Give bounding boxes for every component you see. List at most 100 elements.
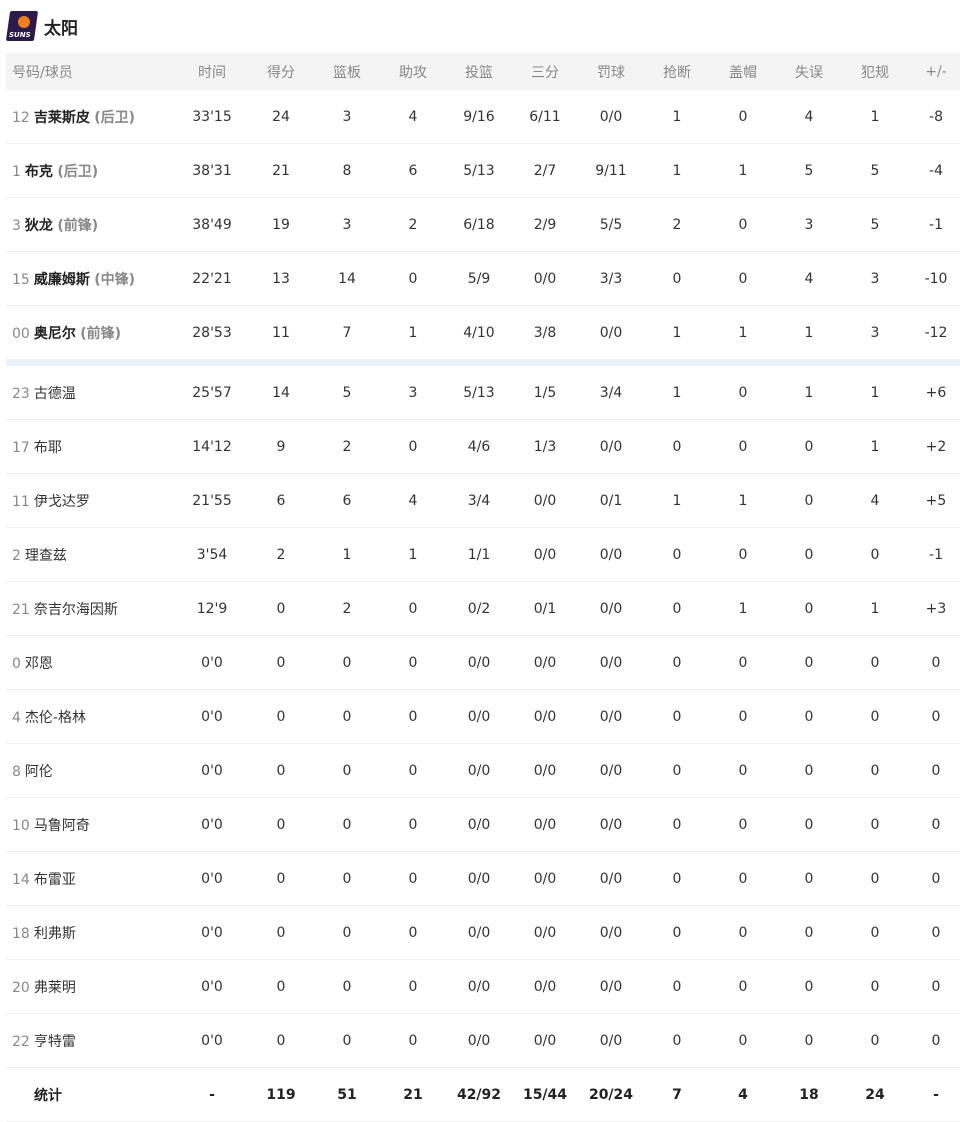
player-name[interactable]: 马鲁阿奇 [33, 817, 90, 834]
jersey-number: 0 [12, 655, 21, 672]
player-row[interactable]: 15 威廉姆斯 (中锋) 22'21 13 14 0 5/9 0/0 3/3 0 0 4 3 -10 [6, 251, 960, 306]
player-name[interactable]: 威廉姆斯 [33, 271, 90, 288]
player-row[interactable]: 17 布耶 14'12 9 2 0 4/6 1/3 0/0 0 0 0 1 +2 [6, 419, 960, 474]
jersey-number: 2 [12, 547, 21, 564]
stat-assists: 0 [380, 905, 446, 960]
stat-turnovers: 5 [776, 143, 842, 198]
stat-points: 0 [248, 797, 314, 852]
player-name[interactable]: 狄龙 [24, 217, 53, 234]
player-name[interactable]: 吉莱斯皮 [33, 109, 90, 126]
stat-rebounds: 1 [314, 527, 380, 582]
stat-blocks: 0 [710, 743, 776, 798]
stat-turnovers: 0 [776, 473, 842, 528]
player-name[interactable]: 奥尼尔 [33, 325, 76, 342]
column-header-plus-minus[interactable]: +/- [908, 53, 960, 90]
stat-three-pointers: 0/1 [512, 581, 578, 636]
stat-steals: 0 [644, 851, 710, 906]
stat-plus-minus: +3 [908, 581, 960, 636]
player-row[interactable]: 2 理查兹 3'54 2 1 1 1/1 0/0 0/0 0 0 0 0 -1 [6, 527, 960, 582]
player-name[interactable]: 古德温 [33, 385, 76, 402]
player-name[interactable]: 布耶 [33, 439, 62, 456]
player-cell: 10 马鲁阿奇 [6, 797, 176, 852]
player-row[interactable]: 11 伊戈达罗 21'55 6 6 4 3/4 0/0 0/1 1 1 0 4 +5 [6, 473, 960, 528]
stat-field-goals: 1/1 [446, 527, 512, 582]
column-header-player[interactable]: 号码/球员 [6, 53, 176, 90]
stat-assists: 0 [380, 635, 446, 690]
stat-steals: 0 [644, 905, 710, 960]
stat-fouls: 1 [842, 90, 908, 144]
stat-rebounds: 6 [314, 473, 380, 528]
player-cell: 23 古德温 [6, 366, 176, 420]
player-row[interactable]: 0 邓恩 0'0 0 0 0 0/0 0/0 0/0 0 0 0 0 0 [6, 635, 960, 690]
player-name[interactable]: 奈吉尔海因斯 [33, 601, 118, 618]
column-header-fouls[interactable]: 犯规 [842, 53, 908, 90]
column-header-field-goals[interactable]: 投篮 [446, 53, 512, 90]
column-header-blocks[interactable]: 盖帽 [710, 53, 776, 90]
stat-free-throws: 3/4 [578, 366, 644, 420]
stat-minutes: 0'0 [176, 1013, 248, 1068]
stat-fouls: 0 [842, 689, 908, 744]
player-cell: 20 弗莱明 [6, 959, 176, 1014]
stat-fouls: 0 [842, 797, 908, 852]
player-row[interactable]: 21 奈吉尔海因斯 12'9 0 2 0 0/2 0/1 0/0 0 1 0 1 +3 [6, 581, 960, 636]
stat-three-pointers: 0/0 [512, 527, 578, 582]
player-row[interactable]: 4 杰伦-格林 0'0 0 0 0 0/0 0/0 0/0 0 0 0 0 0 [6, 689, 960, 744]
stat-rebounds: 2 [314, 581, 380, 636]
stat-turnovers: 0 [776, 797, 842, 852]
player-name[interactable]: 阿伦 [24, 763, 53, 780]
player-row[interactable]: 00 奥尼尔 (前锋) 28'53 11 7 1 4/10 3/8 0/0 1 1 1 3 -12 [6, 305, 960, 360]
column-header-points[interactable]: 得分 [248, 53, 314, 90]
player-row[interactable]: 1 布克 (后卫) 38'31 21 8 6 5/13 2/7 9/11 1 1 5 5 -4 [6, 143, 960, 198]
stat-fouls: 1 [842, 366, 908, 420]
stat-steals: 0 [644, 797, 710, 852]
stat-minutes: 12'9 [176, 581, 248, 636]
player-name[interactable]: 布克 [24, 163, 53, 180]
column-header-three-pointers[interactable]: 三分 [512, 53, 578, 90]
player-name[interactable]: 弗莱明 [33, 979, 76, 996]
stat-turnovers: 0 [776, 581, 842, 636]
player-row[interactable]: 20 弗莱明 0'0 0 0 0 0/0 0/0 0/0 0 0 0 0 0 [6, 959, 960, 1014]
header-row: 号码/球员 时间 得分 篮板 助攻 投篮 三分 罚球 抢断 盖帽 失误 犯规 +/- [6, 53, 960, 90]
stat-steals: 0 [644, 581, 710, 636]
total-plus-minus: - [908, 1067, 960, 1122]
player-row[interactable]: 3 狄龙 (前锋) 38'49 19 3 2 6/18 2/9 5/5 2 0 3 5 -1 [6, 197, 960, 252]
stat-turnovers: 0 [776, 635, 842, 690]
stat-free-throws: 0/0 [578, 419, 644, 474]
player-name[interactable]: 理查兹 [24, 547, 67, 564]
column-header-free-throws[interactable]: 罚球 [578, 53, 644, 90]
stat-field-goals: 4/6 [446, 419, 512, 474]
stat-assists: 0 [380, 743, 446, 798]
player-name[interactable]: 亨特雷 [33, 1033, 76, 1050]
column-header-steals[interactable]: 抢断 [644, 53, 710, 90]
column-header-assists[interactable]: 助攻 [380, 53, 446, 90]
player-row[interactable]: 14 布雷亚 0'0 0 0 0 0/0 0/0 0/0 0 0 0 0 0 [6, 851, 960, 906]
stat-free-throws: 0/0 [578, 527, 644, 582]
player-row[interactable]: 23 古德温 25'57 14 5 3 5/13 1/5 3/4 1 0 1 1 +6 [6, 366, 960, 420]
total-assists: 21 [380, 1067, 446, 1122]
stat-three-pointers: 3/8 [512, 305, 578, 360]
column-header-rebounds[interactable]: 篮板 [314, 53, 380, 90]
column-header-turnovers[interactable]: 失误 [776, 53, 842, 90]
player-row[interactable]: 22 亨特雷 0'0 0 0 0 0/0 0/0 0/0 0 0 0 0 0 [6, 1013, 960, 1068]
stat-field-goals: 0/2 [446, 581, 512, 636]
player-name[interactable]: 杰伦-格林 [24, 709, 86, 726]
stat-points: 0 [248, 905, 314, 960]
stat-minutes: 21'55 [176, 473, 248, 528]
stat-turnovers: 3 [776, 197, 842, 252]
player-row[interactable]: 18 利弗斯 0'0 0 0 0 0/0 0/0 0/0 0 0 0 0 0 [6, 905, 960, 960]
stat-assists: 0 [380, 851, 446, 906]
stat-plus-minus: -1 [908, 197, 960, 252]
column-header-minutes[interactable]: 时间 [176, 53, 248, 90]
stat-free-throws: 0/0 [578, 905, 644, 960]
player-name[interactable]: 邓恩 [24, 655, 53, 672]
total-turnovers: 18 [776, 1067, 842, 1122]
player-name[interactable]: 伊戈达罗 [33, 493, 90, 510]
player-row[interactable]: 12 吉莱斯皮 (后卫) 33'15 24 3 4 9/16 6/11 0/0 1 0 4 1 -8 [6, 90, 960, 144]
stat-blocks: 0 [710, 1013, 776, 1068]
player-row[interactable]: 8 阿伦 0'0 0 0 0 0/0 0/0 0/0 0 0 0 0 0 [6, 743, 960, 798]
player-name[interactable]: 布雷亚 [33, 871, 76, 888]
stat-points: 0 [248, 1013, 314, 1068]
player-name[interactable]: 利弗斯 [33, 925, 76, 942]
player-row[interactable]: 10 马鲁阿奇 0'0 0 0 0 0/0 0/0 0/0 0 0 0 0 0 [6, 797, 960, 852]
stat-minutes: 33'15 [176, 90, 248, 144]
